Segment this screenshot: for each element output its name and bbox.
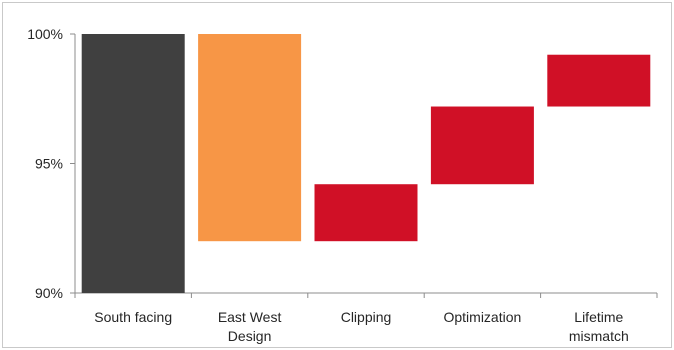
x-category-label: mismatch [569, 328, 629, 344]
y-tick-label: 100% [27, 26, 63, 42]
labels: 90% 95% 100% South facing East West Design Cli… [27, 26, 629, 344]
x-category-label: Clipping [341, 309, 392, 325]
x-category-label: Design [228, 328, 272, 344]
x-category-label: Lifetime [574, 309, 623, 325]
x-category-label: Optimization [443, 309, 521, 325]
x-category-label: South facing [94, 309, 172, 325]
bar-1 [81, 34, 185, 293]
y-tick-label: 95% [35, 156, 63, 172]
bar-3 [314, 184, 418, 242]
bar-4 [430, 106, 534, 185]
y-tick-label: 90% [35, 285, 63, 301]
x-category-label: East West [218, 309, 282, 325]
bar-5 [547, 54, 651, 107]
bar-2 [198, 34, 302, 242]
bars [81, 34, 651, 293]
